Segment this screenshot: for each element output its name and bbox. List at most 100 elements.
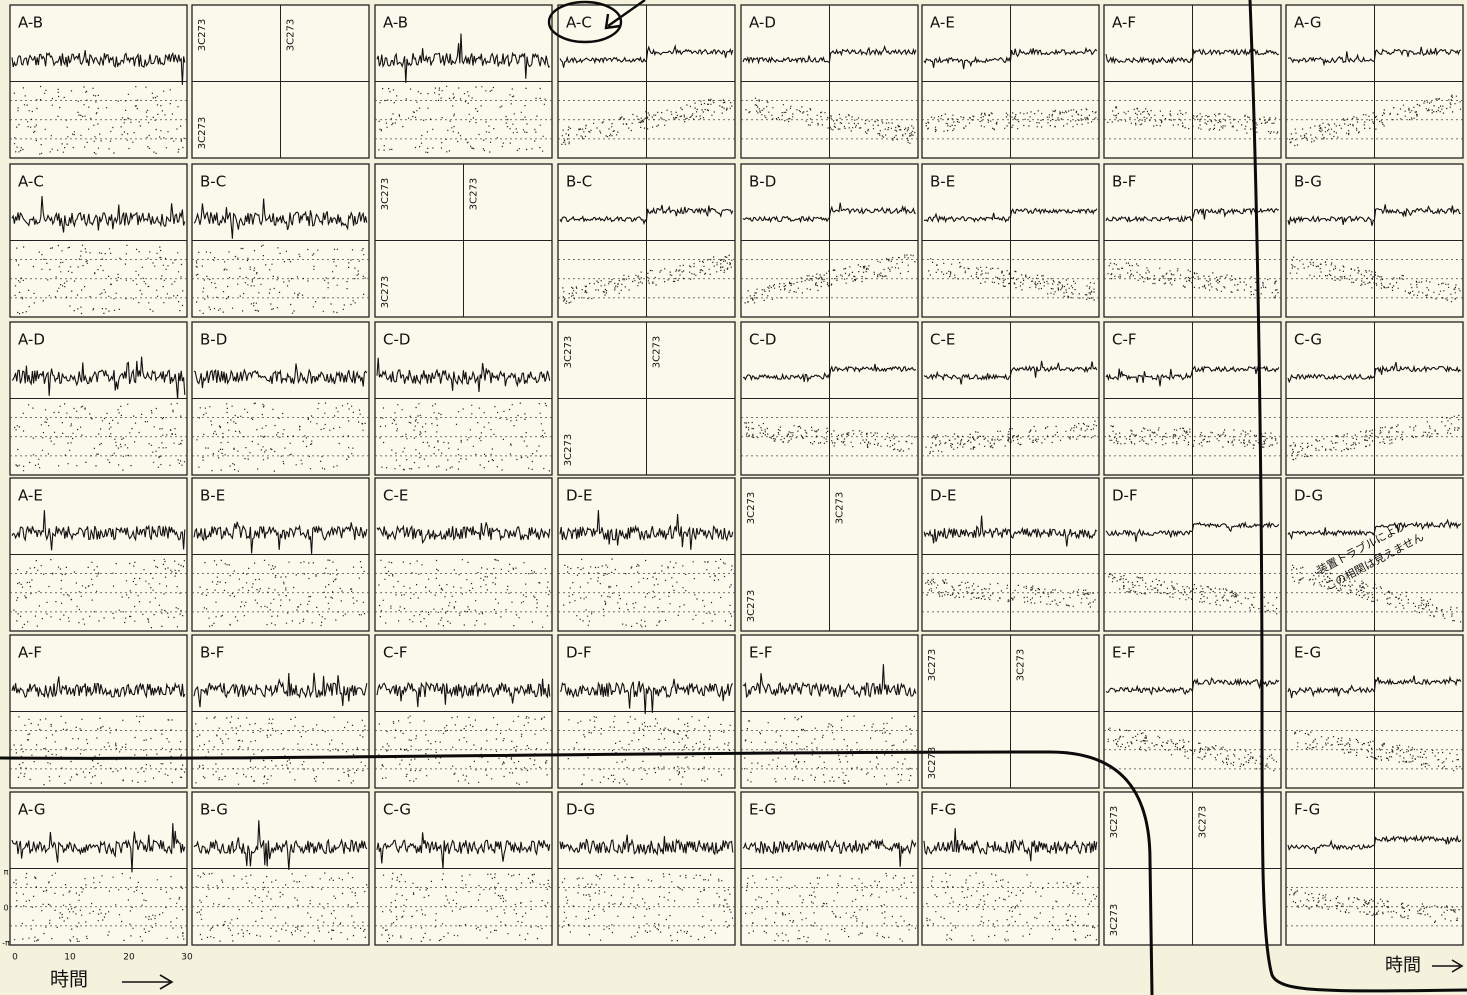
label-bg: [1290, 171, 1332, 191]
amplitude-trace: [11, 195, 186, 233]
x-tick-label: 10: [64, 953, 76, 963]
amplitude-trace: [923, 46, 1098, 70]
panel-label: D-E: [566, 487, 592, 505]
panel: 3C273 3C273 3C273: [191, 4, 370, 159]
label-bg: [1108, 171, 1150, 191]
panel: 3C273 3C273 3C273: [921, 634, 1100, 789]
panel-label: E-G: [749, 801, 776, 819]
panel: F-G: [921, 791, 1100, 946]
source-label: 3C273: [563, 434, 574, 466]
source-label: 3C273: [1109, 904, 1120, 936]
panel: B-E: [191, 477, 370, 632]
label-bg: [926, 12, 968, 32]
phase-dots: [925, 578, 1096, 608]
amplitude-trace: [376, 522, 551, 545]
source-label: 3C273: [563, 336, 574, 368]
x-tick-label: 30: [181, 953, 193, 963]
panel-label: A-B: [383, 14, 408, 32]
panel: E-F: [1103, 634, 1282, 789]
x-axis-label: 時間: [50, 969, 88, 991]
panel: A-D: [9, 321, 188, 476]
source-label: 3C273: [746, 590, 757, 622]
amplitude-trace: [11, 50, 186, 85]
label-bg: [196, 171, 238, 191]
amplitude-trace: [1287, 518, 1462, 541]
x-tick-label: 20: [123, 953, 135, 963]
panel-label: A-D: [749, 14, 776, 32]
label-bg: [1108, 12, 1150, 32]
pen-line: [1248, 0, 1467, 993]
amplitude-trace: [193, 672, 368, 708]
panel: 3C273 3C273 3C273: [374, 163, 553, 318]
panel-label: B-E: [200, 487, 225, 505]
panel: B-G: [1285, 163, 1464, 318]
amplitude-trace: [742, 44, 917, 65]
panel: B-D: [740, 163, 919, 318]
panel: 3C273 3C273 3C273: [740, 477, 919, 632]
source-label: 3C273: [197, 117, 208, 149]
panel: B-D: [191, 321, 370, 476]
label-bg: [745, 799, 787, 819]
amplitude-trace: [1105, 207, 1280, 223]
panel: B-F: [191, 634, 370, 789]
source-label: 3C273: [1198, 806, 1209, 838]
panel: F-G: [1285, 791, 1464, 946]
amplitude-trace: [559, 678, 734, 715]
amplitude-trace: [923, 360, 1098, 385]
panel: A-B: [374, 4, 553, 159]
amplitude-trace: [559, 204, 734, 225]
panel: C-G: [374, 791, 553, 946]
label-bg: [1290, 329, 1332, 349]
panel-label: D-E: [930, 487, 956, 505]
amplitude-trace: [1287, 834, 1462, 854]
phase-dots: [14, 244, 184, 315]
amplitude-trace: [193, 820, 368, 870]
phase-dots: [13, 715, 186, 786]
amplitude-trace: [923, 515, 1098, 547]
amplitude-trace: [193, 521, 368, 554]
label-bg: [14, 485, 56, 505]
label-bg: [926, 485, 968, 505]
label-bg: [562, 642, 604, 662]
amplitude-trace: [1105, 46, 1279, 65]
phase-dots: [196, 402, 366, 472]
amplitude-trace: [923, 828, 1098, 862]
panel-label: A-F: [1112, 14, 1136, 32]
amplitude-trace: [559, 44, 734, 68]
label-bg: [379, 642, 421, 662]
panel-label: A-B: [18, 14, 43, 32]
panel: C-F: [1103, 321, 1282, 476]
amplitude-trace: [742, 838, 917, 867]
panel: A-E: [921, 4, 1100, 159]
panel-label: C-D: [383, 331, 410, 349]
panel: C-F: [374, 634, 553, 789]
panel-label: E-G: [1294, 644, 1321, 662]
panel: C-D: [374, 321, 553, 476]
panel-label: A-C: [566, 14, 592, 32]
panel: B-G: [191, 791, 370, 946]
panel-label: C-F: [383, 644, 408, 662]
panel: A-C: [557, 4, 736, 159]
label-bg: [926, 799, 968, 819]
panel: C-D: [740, 321, 919, 476]
label-bg: [1108, 329, 1150, 349]
panel: A-C: [9, 163, 188, 318]
panel-label: C-E: [383, 487, 408, 505]
panel-label: B-C: [200, 173, 226, 191]
source-label: 3C273: [652, 336, 663, 368]
label-bg: [14, 171, 56, 191]
panel: D-F: [557, 634, 736, 789]
panel-label: B-C: [566, 173, 592, 191]
label-bg: [14, 642, 56, 662]
label-bg: [196, 642, 238, 662]
panel: C-G: [1285, 321, 1464, 476]
amplitude-trace: [193, 198, 368, 239]
axis-arrow: [122, 974, 174, 990]
amplitude-trace: [559, 510, 734, 550]
panel-label: B-F: [200, 644, 224, 662]
amplitude-trace: [11, 356, 186, 400]
source-label: 3C273: [197, 19, 208, 51]
amplitude-trace: [376, 832, 551, 870]
source-label: 3C273: [1109, 806, 1120, 838]
y-tick-label: π: [4, 868, 9, 877]
